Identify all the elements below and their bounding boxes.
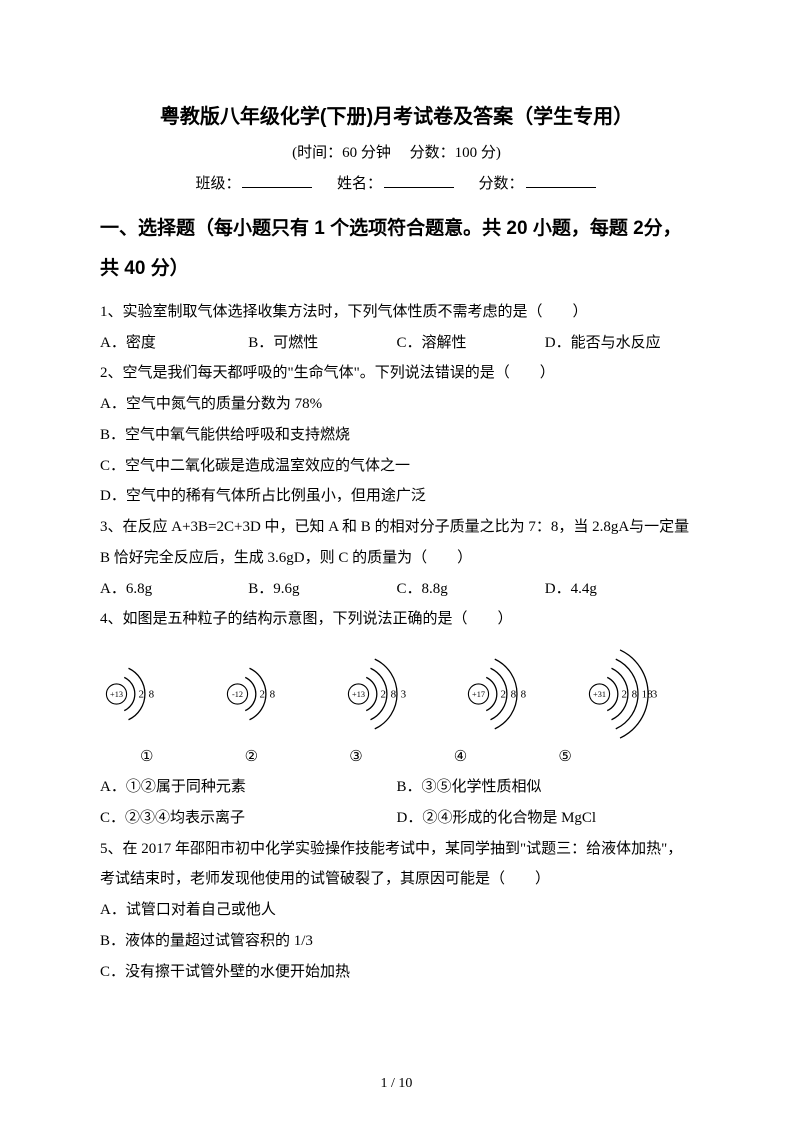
q3-opt-b: B．9.6g [248, 574, 396, 605]
q2-opt-b: B．空气中氧气能供给呼吸和支持燃烧 [100, 420, 693, 451]
svg-text:8: 8 [149, 689, 155, 701]
svg-text:-12: -12 [232, 690, 243, 699]
q5-stem: 5、在 2017 年邵阳市初中化学实验操作技能考试中，某同学抽到"试题三：给液体… [100, 834, 693, 896]
section-1-heading: 一、选择题（每小题只有 1 个选项符合题意。共 20 小题，每题 2分，共 40… [100, 209, 693, 289]
time-score-line: (时间：60 分钟 分数：100 分) [100, 141, 693, 162]
svg-text:2: 2 [501, 689, 507, 701]
q4-options-row1: A．①②属于同种元素 B．③⑤化学性质相似 [100, 772, 693, 803]
q3-stem: 3、在反应 A+3B=2C+3D 中，已知 A 和 B 的相对分子质量之比为 7… [100, 512, 693, 574]
q1-opt-b: B．可燃性 [248, 328, 396, 359]
q1-opt-d: D．能否与水反应 [545, 328, 693, 359]
q3-opt-a: A．6.8g [100, 574, 248, 605]
svg-text:3: 3 [652, 689, 658, 701]
svg-text:8: 8 [511, 689, 517, 701]
atom-diagram: +3128183 [583, 649, 693, 739]
q5-opt-a: A．试管口对着自己或他人 [100, 895, 693, 926]
svg-text:2: 2 [139, 689, 145, 701]
q4-opt-d: D．②④形成的化合物是 MgCl [397, 803, 694, 834]
q1-stem: 1、实验室制取气体选择收集方法时，下列气体性质不需考虑的是（ ） [100, 297, 693, 328]
q4-stem: 4、如图是五种粒子的结构示意图，下列说法正确的是（ ） [100, 604, 693, 635]
page-footer: 1 / 10 [0, 1076, 793, 1092]
q2-opt-d: D．空气中的稀有气体所占比例虽小，但用途广泛 [100, 481, 693, 512]
page-title: 粤教版八年级化学(下册)月考试卷及答案（学生专用） [100, 100, 693, 129]
exam-page: 粤教版八年级化学(下册)月考试卷及答案（学生专用） (时间：60 分钟 分数：1… [0, 0, 793, 1122]
q2-stem: 2、空气是我们每天都呼吸的"生命气体"。下列说法错误的是（ ） [100, 358, 693, 389]
q4-opt-b: B．③⑤化学性质相似 [397, 772, 694, 803]
atom-diagram: +17288 [462, 649, 572, 739]
atom-label: ⑤ [558, 747, 663, 766]
svg-text:8: 8 [632, 689, 638, 701]
atom-label: ③ [349, 747, 454, 766]
atom-diagram: -12 28 [221, 649, 331, 739]
q1-opt-c: C．溶解性 [397, 328, 545, 359]
q2-opt-c: C．空气中二氧化碳是造成温室效应的气体之一 [100, 451, 693, 482]
class-blank[interactable] [242, 172, 312, 188]
atom-diagram: +13 283 [342, 649, 452, 739]
q1-options: A．密度 B．可燃性 C．溶解性 D．能否与水反应 [100, 328, 693, 359]
svg-text:2: 2 [622, 689, 628, 701]
q3-options: A．6.8g B．9.6g C．8.8g D．4.4g [100, 574, 693, 605]
svg-text:2: 2 [380, 689, 386, 701]
atom-label: ④ [454, 747, 559, 766]
q3-opt-d: D．4.4g [545, 574, 693, 605]
q1-opt-a: A．密度 [100, 328, 248, 359]
q5-opt-b: B．液体的量超过试管容积的 1/3 [100, 926, 693, 957]
svg-text:+13: +13 [110, 690, 123, 699]
svg-text:3: 3 [400, 689, 406, 701]
q4-options-row2: C．②③④均表示离子 D．②④形成的化合物是 MgCl [100, 803, 693, 834]
q2-opt-a: A．空气中氮气的质量分数为 78% [100, 389, 693, 420]
atom-diagram: +13 28 [100, 649, 210, 739]
q4-opt-c: C．②③④均表示离子 [100, 803, 397, 834]
atom-label: ② [245, 747, 350, 766]
svg-text:8: 8 [390, 689, 396, 701]
svg-text:2: 2 [259, 689, 265, 701]
score-blank[interactable] [526, 172, 596, 188]
q4-opt-a: A．①②属于同种元素 [100, 772, 397, 803]
svg-text:+13: +13 [352, 690, 365, 699]
student-info-line: 班级： 姓名： 分数： [100, 172, 693, 193]
q5-opt-c: C．没有擦干试管外壁的水便开始加热 [100, 957, 693, 988]
svg-text:8: 8 [269, 689, 275, 701]
atom-labels-row: ①②③④⑤ [100, 747, 693, 766]
svg-text:+31: +31 [593, 690, 606, 699]
atom-label: ① [140, 747, 245, 766]
q3-opt-c: C．8.8g [397, 574, 545, 605]
svg-text:+17: +17 [472, 690, 485, 699]
name-blank[interactable] [384, 172, 454, 188]
atom-diagrams: +1328-1228+13283+17288+3128183 [100, 649, 693, 739]
score-label: 分数： [479, 176, 524, 192]
class-label: 班级： [195, 176, 240, 192]
svg-text:8: 8 [521, 689, 527, 701]
name-label: 姓名： [337, 176, 382, 192]
